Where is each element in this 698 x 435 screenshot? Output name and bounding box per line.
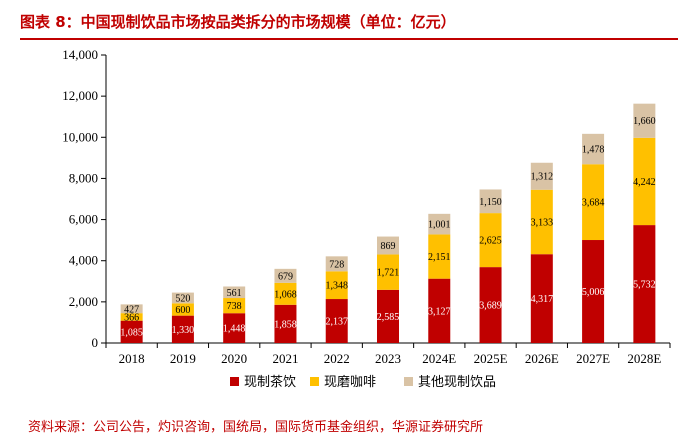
data-label: 5,732 xyxy=(633,280,656,291)
legend-label: 其他现制饮品 xyxy=(418,375,496,390)
bar-segment xyxy=(530,254,553,343)
data-label: 1,150 xyxy=(479,197,502,208)
bar-segment xyxy=(582,164,605,241)
data-label: 1,312 xyxy=(531,172,554,183)
x-tick-label: 2023 xyxy=(375,351,401,366)
y-tick-label: 2,000 xyxy=(69,294,98,309)
bar-segment xyxy=(479,189,502,214)
bar-segment xyxy=(582,133,605,165)
data-label: 427 xyxy=(124,304,139,315)
bar-segment xyxy=(274,268,297,283)
bar-segment xyxy=(120,320,143,343)
bar-segment xyxy=(223,313,246,343)
bar-segment xyxy=(582,240,605,343)
x-tick-label: 2024E xyxy=(422,351,456,366)
bar-segment xyxy=(120,313,143,321)
y-tick-label: 10,000 xyxy=(62,129,98,144)
y-tick-label: 14,000 xyxy=(62,47,98,62)
legend-label: 现制茶饮 xyxy=(244,374,296,390)
bar-segment xyxy=(530,162,553,190)
bar-segment xyxy=(428,278,451,343)
y-tick-label: 8,000 xyxy=(69,170,98,185)
data-label: 3,133 xyxy=(531,217,554,228)
data-label: 561 xyxy=(227,288,242,299)
x-tick-label: 2019 xyxy=(170,351,196,366)
data-label: 2,625 xyxy=(479,236,502,247)
bar-segment xyxy=(120,304,143,314)
data-label: 679 xyxy=(278,271,293,282)
x-tick-label: 2018 xyxy=(119,351,145,366)
data-label: 2,151 xyxy=(428,252,451,263)
x-tick-label: 2025E xyxy=(474,351,508,366)
legend-label: 现磨咖啡 xyxy=(324,375,376,390)
bar-segment xyxy=(633,225,656,343)
bar-segment xyxy=(325,271,348,300)
data-label: 366 xyxy=(124,312,139,323)
data-label: 3,689 xyxy=(479,301,502,312)
bar-segment xyxy=(530,189,553,255)
y-tick-label: 12,000 xyxy=(62,88,98,103)
data-label: 869 xyxy=(381,241,396,252)
data-label: 1,348 xyxy=(325,281,348,292)
bar-segment xyxy=(223,298,246,314)
legend-swatch xyxy=(230,377,239,386)
bar-segment xyxy=(633,137,656,226)
bar-segment xyxy=(171,315,194,343)
data-label: 1,660 xyxy=(633,116,656,127)
bar-segment xyxy=(428,234,451,279)
chart-title: 图表 8：中国现制饮品市场按品类拆分的市场规模（单位：亿元） xyxy=(20,13,456,31)
x-tick-label: 2020 xyxy=(221,351,247,366)
bar-segment xyxy=(479,213,502,268)
data-label: 2,137 xyxy=(325,317,348,328)
bar-segment xyxy=(428,213,451,235)
x-tick-label: 2026E xyxy=(525,351,559,366)
source-note: 资料来源：公司公告，灼识咨询，国统局，国际货币基金组织，华源证券研究所 xyxy=(28,420,484,435)
bar-segment xyxy=(274,282,297,305)
x-tick-label: 2022 xyxy=(324,351,350,366)
data-label: 3,684 xyxy=(582,198,605,209)
data-label: 520 xyxy=(175,293,190,304)
bar-segment xyxy=(274,304,297,343)
data-label: 728 xyxy=(329,259,344,270)
y-tick-label: 6,000 xyxy=(69,212,98,227)
title-divider xyxy=(20,38,678,40)
x-tick-label: 2027E xyxy=(576,351,610,366)
data-label: 1,478 xyxy=(582,145,605,156)
data-label: 600 xyxy=(175,305,190,316)
bar-segment xyxy=(377,236,399,255)
x-tick-label: 2021 xyxy=(272,351,298,366)
x-tick-label: 2028E xyxy=(627,351,661,366)
data-label: 1,721 xyxy=(377,268,400,279)
data-label: 1,858 xyxy=(274,319,297,330)
bar-segment xyxy=(223,286,246,299)
data-label: 4,317 xyxy=(531,294,554,305)
y-tick-label: 4,000 xyxy=(69,253,98,268)
bar-segment xyxy=(325,256,348,272)
stacked-bar-chart: 0 2,000 4,000 6,000 8,000 10,000 12,000 14,000 1… xyxy=(62,47,671,390)
bar-segment xyxy=(325,299,348,343)
data-label: 2,585 xyxy=(377,312,400,323)
data-label: 5,006 xyxy=(582,287,605,298)
data-label: 1,330 xyxy=(172,325,195,336)
legend-swatch xyxy=(404,377,413,386)
legend-swatch xyxy=(310,377,319,386)
data-label: 1,001 xyxy=(428,220,451,231)
bar-segment xyxy=(171,303,194,316)
bar-segment xyxy=(171,292,194,304)
bar-segment xyxy=(633,103,656,138)
data-label: 738 xyxy=(227,301,242,312)
data-label: 1,448 xyxy=(223,324,246,335)
data-label: 3,127 xyxy=(428,306,451,317)
data-label: 1,085 xyxy=(120,327,143,338)
bar-segment xyxy=(377,254,399,290)
bar-segment xyxy=(479,267,502,343)
bar-segment xyxy=(377,289,399,343)
data-label: 1,068 xyxy=(274,289,297,300)
y-tick-label: 0 xyxy=(92,335,99,350)
data-label: 4,242 xyxy=(633,177,656,188)
